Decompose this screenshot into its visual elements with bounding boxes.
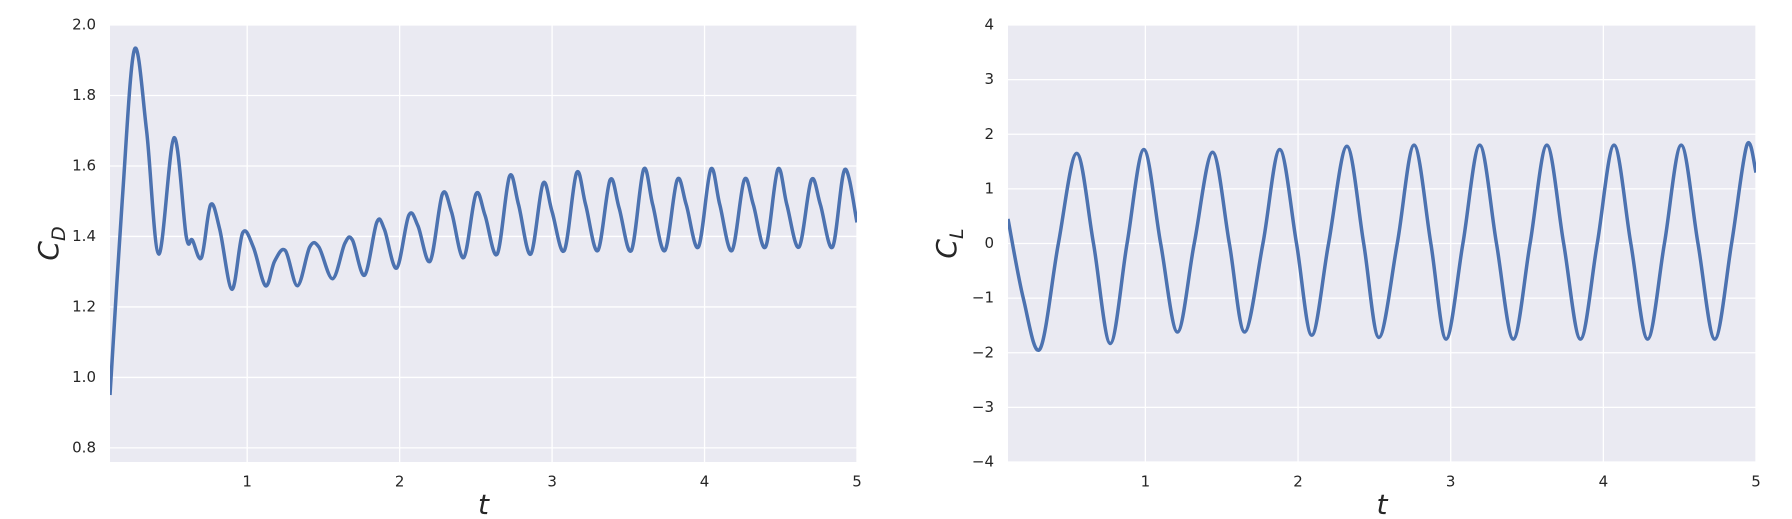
x-tick-label: 2 [395, 473, 405, 491]
y-axis-label: CD [32, 226, 70, 260]
x-tick-label: 1 [242, 473, 252, 491]
data-line [110, 46, 857, 396]
subplot: 0.8 1.0 1.2 1.4 1.6 1.8 2.0 1 2 3 4 5 t CD [32, 16, 862, 519]
x-tick-label: 1 [1141, 473, 1151, 491]
y-axis-label: CL [930, 228, 968, 258]
y-tick-label: 1.6 [72, 156, 96, 174]
x-tick-label: 3 [547, 473, 557, 491]
y-tick-label: 1.4 [72, 227, 96, 245]
x-tick-label: 3 [1446, 473, 1456, 491]
y-tick-label: 2 [984, 125, 994, 143]
y-tick-label: −2 [972, 343, 994, 361]
data-line [1008, 141, 1756, 353]
y-tick-label: −1 [972, 289, 994, 307]
y-tick-label: 2.0 [72, 16, 96, 34]
y-tick-label: 1.0 [72, 368, 96, 386]
x-tick-label: 5 [852, 473, 862, 491]
x-tick-label: 2 [1293, 473, 1303, 491]
y-tick-label: 1.2 [72, 297, 96, 315]
y-tick-label: 0.8 [72, 438, 96, 456]
x-axis-label: t [1377, 488, 1389, 515]
x-tick-label: 4 [700, 473, 710, 491]
y-axis-label-main: C [32, 241, 65, 261]
y-tick-label: 1 [984, 179, 994, 197]
y-tick-label: −3 [972, 398, 994, 416]
x-axis-label: t [478, 488, 490, 515]
y-axis-label-subscript: D [48, 226, 70, 241]
x-tick-label: 5 [1751, 473, 1761, 491]
subplot: −4 −3 −2 −1 0 1 2 3 4 1 2 3 4 5 t CL [930, 16, 1761, 519]
y-tick-label: −4 [972, 453, 994, 471]
x-tick-label: 4 [1599, 473, 1609, 491]
y-axis-label-subscript: L [946, 228, 968, 239]
y-axis-label-main: C [930, 239, 963, 259]
y-tick-label: 0 [984, 234, 994, 252]
y-tick-label: 4 [984, 16, 994, 34]
y-tick-label: 1.8 [72, 86, 96, 104]
y-tick-label: 3 [984, 70, 994, 88]
